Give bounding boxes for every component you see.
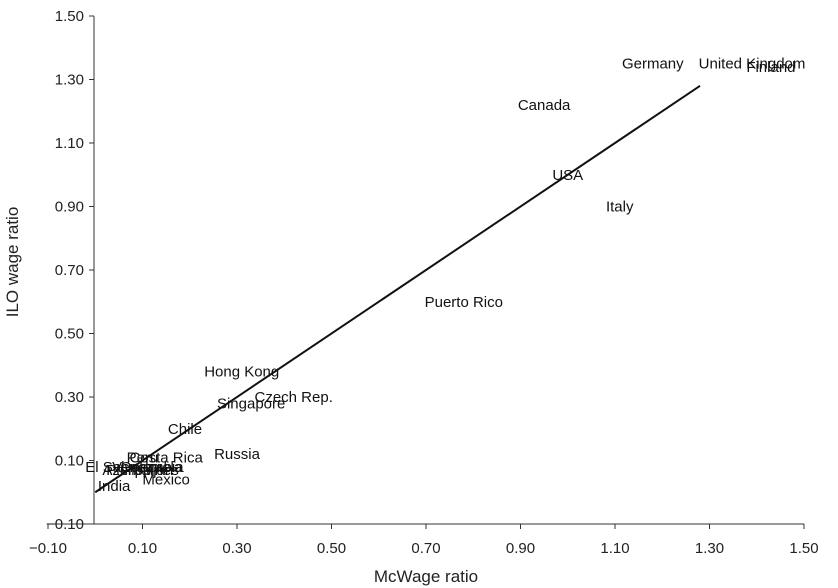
data-point-label: Peru bbox=[127, 449, 159, 466]
trend-line bbox=[94, 85, 701, 494]
y-tick-label: 0.10 bbox=[55, 453, 84, 470]
data-point-label: Germany bbox=[622, 56, 684, 73]
x-tick-label: 0.50 bbox=[317, 540, 346, 557]
y-axis-label: ILO wage ratio bbox=[3, 207, 22, 318]
data-point-label: Singapore bbox=[217, 395, 285, 412]
data-point-label: Puerto Rico bbox=[425, 294, 503, 311]
x-tick-label: 0.10 bbox=[128, 540, 157, 557]
data-point-label: Colombia bbox=[120, 459, 184, 476]
x-tick-label: 0.90 bbox=[506, 540, 535, 557]
x-tick-label: 0.30 bbox=[222, 540, 251, 557]
data-point-label: Italy bbox=[606, 199, 634, 216]
y-tick-label: −0.10 bbox=[46, 516, 84, 533]
x-tick-label: 0.70 bbox=[411, 540, 440, 557]
axes bbox=[47, 15, 805, 529]
tick-labels: −0.10 0.10 0.30 0.50 0.70 0.90 1.10 1.30 1.50 −0.… bbox=[29, 8, 819, 557]
data-point-label: Hong Kong bbox=[204, 364, 279, 381]
trend-line-group bbox=[94, 85, 701, 494]
data-point-label: Czech Rep. bbox=[255, 389, 333, 406]
x-axis-label: McWage ratio bbox=[374, 567, 478, 586]
data-point-label: India bbox=[98, 478, 131, 495]
y-tick-label: 0.30 bbox=[55, 389, 84, 406]
y-tick-label: 1.30 bbox=[55, 72, 84, 89]
data-point-label: Philippines bbox=[106, 462, 179, 479]
data-point-label: Finland bbox=[746, 59, 795, 76]
data-point-label: Azerbaijan bbox=[102, 462, 173, 479]
data-point-label: Chile bbox=[168, 421, 202, 438]
y-tick-label: 0.50 bbox=[55, 326, 84, 343]
x-tick-label: 1.30 bbox=[695, 540, 724, 557]
data-point-label: Russia bbox=[214, 446, 261, 463]
x-tick-label: 1.50 bbox=[789, 540, 818, 557]
x-tick-label: 1.10 bbox=[600, 540, 629, 557]
x-tick-label: −0.10 bbox=[29, 540, 67, 557]
data-point-label: Mexico bbox=[142, 472, 190, 489]
data-point-label: El Salvador bbox=[85, 459, 162, 476]
data-point-label: Venezuela bbox=[112, 459, 183, 476]
y-tick-label: 0.70 bbox=[55, 262, 84, 279]
y-tick-label: 1.10 bbox=[55, 135, 84, 152]
data-point-label: Costa Rica bbox=[129, 449, 203, 466]
data-point-label: USA bbox=[552, 167, 583, 184]
data-point-label: Canada bbox=[518, 97, 571, 114]
y-tick-label: 0.90 bbox=[55, 199, 84, 216]
y-tick-label: 1.50 bbox=[55, 8, 84, 25]
data-point-label: United Kingdom bbox=[699, 56, 806, 73]
